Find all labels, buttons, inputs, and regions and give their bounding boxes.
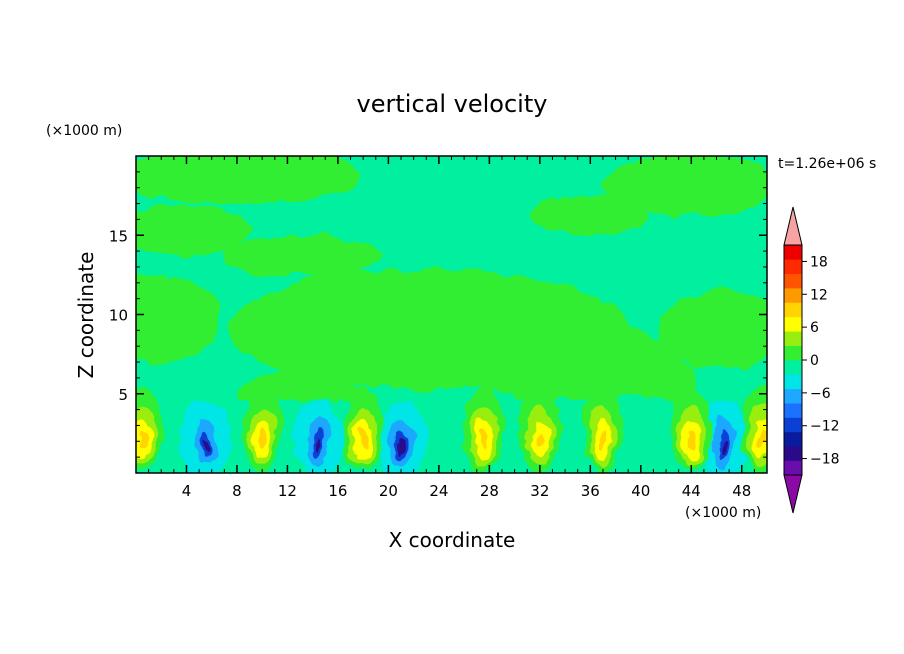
chart-title: vertical velocity: [357, 90, 548, 118]
y-axis-label: Z coordinate: [74, 252, 98, 379]
field-patch: [136, 275, 220, 365]
field-patch: [136, 156, 360, 205]
x-tick-label: 8: [232, 482, 242, 500]
colorbar-segment: [784, 388, 802, 404]
updraft-core: [359, 430, 368, 449]
x-tick-label: 40: [631, 482, 650, 500]
x-tick-label: 32: [530, 482, 549, 500]
colorbar-segment: [784, 446, 802, 461]
colorbar-segment: [784, 259, 802, 275]
colorbar-label: 18: [810, 254, 828, 270]
downdraft-core: [316, 439, 322, 454]
colorbar-label: 0: [810, 353, 819, 369]
colorbar-under-triangle: [783, 474, 803, 514]
downdraft-core: [398, 439, 404, 454]
colorbar-segment: [784, 431, 802, 447]
downdraft-core: [720, 439, 726, 454]
colorbar-label: 12: [810, 287, 828, 303]
colorbar-segment: [784, 245, 802, 260]
field-patch: [530, 195, 650, 235]
x-tick-label: 36: [581, 482, 600, 500]
x-tick-label: 12: [278, 482, 297, 500]
colorbar-label: −12: [810, 419, 840, 435]
colorbar-segment: [784, 288, 802, 303]
updraft-core: [479, 430, 488, 449]
updraft-core: [258, 430, 267, 449]
colorbar-over-triangle: [783, 206, 803, 246]
field-patch: [136, 205, 250, 255]
x-tick-label: 48: [732, 482, 751, 500]
velocity-field: [136, 156, 767, 473]
field-patch: [220, 236, 380, 276]
colorbar-segment: [784, 360, 802, 375]
colorbar: 18 12 6 0 −6 −12 −18: [783, 206, 840, 514]
y-tick-label: 5: [118, 386, 128, 404]
x-axis-label: X coordinate: [389, 528, 516, 552]
colorbar-label: −18: [810, 452, 840, 468]
x-unit-label: (×1000 m): [685, 505, 761, 521]
colorbar-segment: [784, 273, 802, 289]
updraft-core: [687, 430, 696, 449]
x-tick-label: 44: [682, 482, 701, 500]
x-tick-label: 24: [429, 482, 448, 500]
x-tick-label: 28: [480, 482, 499, 500]
updraft-core: [138, 430, 147, 449]
y-tick-label: 10: [109, 307, 128, 325]
x-tick-label: 4: [182, 482, 192, 500]
x-tick-label: 16: [328, 482, 347, 500]
colorbar-segment: [784, 345, 802, 361]
updraft-core: [756, 430, 765, 449]
updraft-core: [598, 430, 607, 449]
colorbar-segment: [784, 331, 802, 346]
downdraft-core: [202, 439, 208, 454]
colorbar-segment: [784, 302, 802, 318]
colorbar-segment: [784, 374, 802, 390]
colorbar-segment: [784, 403, 802, 418]
field-patch: [600, 156, 767, 215]
updraft-core: [535, 430, 544, 449]
colorbar-segment: [784, 417, 802, 433]
colorbar-segment: [784, 316, 802, 332]
field-patch: [290, 270, 430, 330]
colorbar-segment: [784, 460, 802, 476]
y-unit-label: (×1000 m): [46, 123, 122, 139]
colorbar-label: 6: [810, 320, 819, 336]
field-patch: [136, 400, 767, 473]
field-patch: [660, 290, 767, 370]
x-tick-label: 20: [379, 482, 398, 500]
time-label: t=1.26e+06 s: [778, 156, 876, 172]
field-patch: [620, 360, 700, 400]
y-tick-label: 15: [109, 227, 128, 245]
colorbar-label: −6: [810, 386, 831, 402]
